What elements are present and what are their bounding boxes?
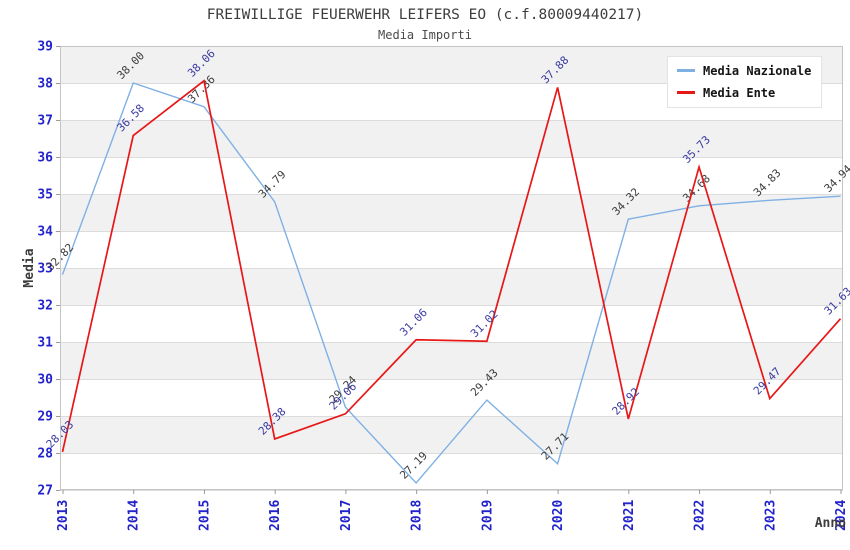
point-label: 34.94 <box>822 162 850 195</box>
y-tick-label: 34 <box>37 225 53 240</box>
legend-item-media-ente: Media Ente <box>677 84 811 101</box>
y-tick-label: 27 <box>37 484 53 499</box>
x-tick-label: 2019 <box>480 500 495 531</box>
y-axis-title: Media <box>22 248 37 287</box>
chart-subtitle: Media Importi <box>378 28 472 42</box>
y-tick-label: 30 <box>37 373 53 388</box>
point-label: 28.92 <box>610 385 643 418</box>
y-axis-ticks: 27 28 29 30 31 32 33 34 35 36 37 38 39 <box>37 40 60 499</box>
legend: Media Nazionale Media Ente <box>667 56 823 108</box>
y-tick-label: 38 <box>37 77 53 92</box>
y-tick-label: 31 <box>37 336 53 351</box>
x-tick-label: 2015 <box>197 500 212 531</box>
y-tick-label: 35 <box>37 188 53 203</box>
x-tick-label: 2018 <box>410 500 425 531</box>
x-tick-label: 2021 <box>622 500 637 531</box>
x-tick-label: 2022 <box>693 500 708 531</box>
y-tick-label: 36 <box>37 151 53 166</box>
y-tick-label: 29 <box>37 410 53 425</box>
y-tick-label: 33 <box>37 262 53 277</box>
chart-title: FREIWILLIGE FEUERWEHR LEIFERS EO (c.f.80… <box>206 7 644 23</box>
y-tick-label: 39 <box>37 40 53 55</box>
series-line-media-ente <box>61 79 842 453</box>
legend-label-media-nazionale: Media Nazionale <box>703 63 812 78</box>
y-tick-label: 28 <box>37 447 53 462</box>
plot-border <box>60 46 843 490</box>
x-tick-label: 2017 <box>339 500 354 531</box>
x-axis-ticks: 2013 2014 2015 2016 2017 2018 2019 2020 2021 2022… <box>56 490 849 531</box>
x-tick-label: 2013 <box>56 500 71 531</box>
x-tick-label: 2014 <box>127 500 142 531</box>
grid-bands <box>60 46 843 453</box>
x-axis-title: Anno <box>815 516 846 531</box>
point-label: 31.02 <box>468 307 501 340</box>
media-nazionale-line-swatch <box>677 69 695 72</box>
x-tick-label: 2016 <box>268 500 283 531</box>
media-ente-line-swatch <box>677 91 695 94</box>
point-label: 27.19 <box>397 449 430 482</box>
x-tick-label: 2020 <box>551 500 566 531</box>
point-label: 31.06 <box>397 306 430 339</box>
legend-label-media-ente: Media Ente <box>703 85 776 100</box>
y-tick-label: 37 <box>37 114 53 129</box>
y-tick-label: 32 <box>37 299 53 314</box>
x-tick-label: 2024 <box>834 500 849 531</box>
x-tick-label: 2023 <box>763 500 778 531</box>
legend-item-media-nazionale: Media Nazionale <box>677 62 811 79</box>
